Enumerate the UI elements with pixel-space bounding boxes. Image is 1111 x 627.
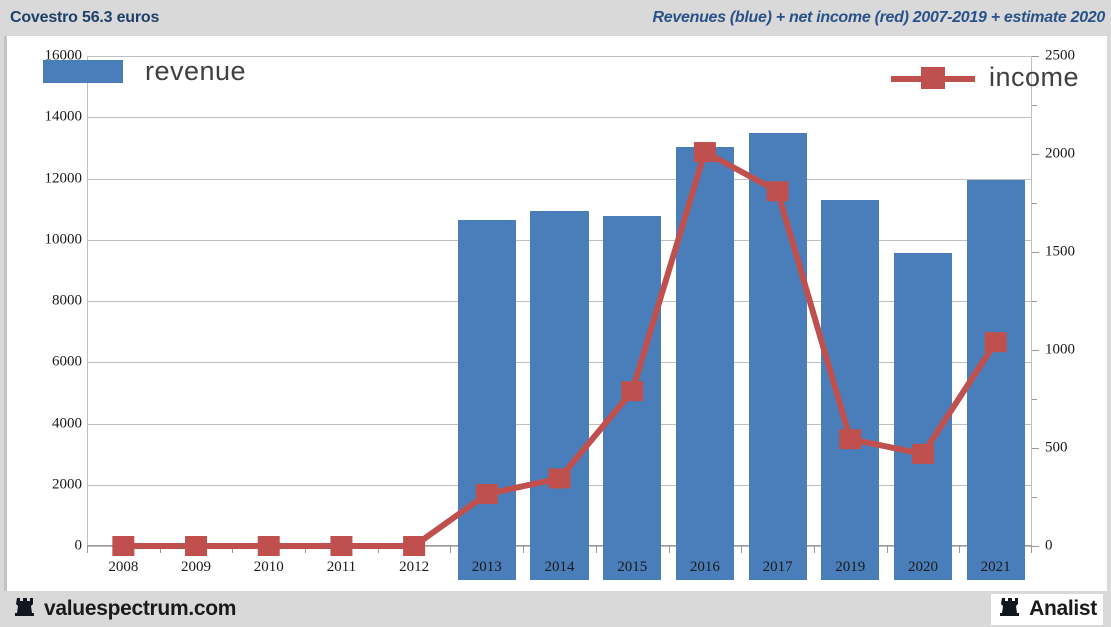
income-marker-2020	[911, 443, 934, 464]
income-marker-2014	[548, 468, 571, 489]
x-axis-tick	[1031, 546, 1032, 553]
bar-2017	[748, 132, 807, 580]
chess-rook-icon-analyst	[999, 595, 1021, 624]
x-axis-label-2009: 2009	[181, 559, 212, 575]
income-marker-2011	[330, 536, 353, 556]
chart-canvas: 0 2000 4000 6000 8000 10000 12000 14000 16000 0 50…	[4, 36, 1107, 591]
x-axis-label-2010: 2010	[253, 559, 284, 575]
y-axis-right-tick-label: 2500	[1045, 47, 1075, 64]
y-axis-right-tick-label: 1000	[1045, 341, 1075, 358]
gridline	[87, 178, 1032, 180]
y-axis-right-minor-tick	[1032, 105, 1037, 106]
y-axis-right-tick	[1032, 154, 1039, 155]
x-axis-label-2008: 2008	[108, 559, 139, 575]
x-axis-tick	[813, 546, 815, 553]
x-axis-tick	[959, 546, 961, 553]
x-axis-tick	[886, 546, 888, 553]
plot-inner: 0 2000 4000 6000 8000 10000 12000 14000 16000 0 50…	[45, 48, 1075, 581]
y-axis-right-tick-label: 2000	[1045, 145, 1075, 162]
bar-2014	[530, 210, 589, 580]
brand-label: valuespectrum.com	[44, 597, 237, 620]
income-marker-2012	[403, 536, 426, 556]
x-axis-tick	[232, 546, 234, 553]
x-axis-tick	[87, 546, 88, 553]
analyst-block[interactable]: Analist	[991, 593, 1103, 625]
page-title: Covestro 56.3 euros	[10, 9, 160, 26]
y-axis-right-tick	[1032, 546, 1039, 547]
x-axis-tick	[595, 546, 597, 553]
x-axis-label-2019: 2019	[835, 559, 866, 575]
income-marker-2013	[475, 484, 498, 505]
y-axis-right-tick-label: 1500	[1045, 243, 1075, 260]
x-axis-label-2013: 2013	[471, 559, 502, 575]
x-axis-tick	[668, 546, 670, 553]
x-axis-label-2020: 2020	[907, 559, 938, 575]
income-marker-2016	[693, 142, 716, 163]
x-axis-tick	[159, 546, 161, 553]
income-marker-2010	[257, 536, 280, 556]
income-marker-2021	[984, 332, 1007, 353]
y-axis-left-tick-label: 2000	[52, 476, 82, 493]
income-line-series	[112, 142, 1007, 556]
bar-2019	[821, 199, 880, 580]
x-axis-label-2012: 2012	[399, 559, 430, 575]
y-axis-right-tick	[1032, 448, 1039, 449]
x-axis-tick	[305, 546, 307, 553]
income-marker-2019	[839, 429, 862, 450]
y-axis-left-tick-label: 4000	[52, 415, 82, 431]
bar-2013	[457, 220, 516, 580]
y-axis-right-tick	[1032, 56, 1039, 57]
x-axis-tick	[450, 546, 452, 553]
y-axis-left-tick-label: 16000	[44, 47, 83, 64]
y-axis-left-tick-label: 8000	[52, 292, 82, 309]
gridline	[87, 117, 1032, 119]
income-marker-2009	[185, 536, 208, 556]
legend-revenue: revenue	[43, 56, 246, 87]
x-axis-label-2017: 2017	[762, 559, 793, 575]
x-axis-tick	[741, 546, 743, 553]
x-axis-label-2021: 2021	[980, 559, 1011, 575]
income-marker-2017	[766, 181, 789, 202]
analyst-label: Analist	[1029, 597, 1097, 620]
legend-revenue-swatch	[43, 60, 123, 83]
y-axis-right-minor-tick	[1032, 301, 1037, 302]
chart-subtitle: Revenues (blue) + net income (red) 2007-…	[652, 9, 1106, 26]
chess-rook-icon	[14, 595, 36, 624]
income-marker-2015	[621, 381, 644, 402]
axis-right	[1031, 56, 1032, 546]
axis-left	[87, 56, 88, 546]
x-axis-tick	[377, 546, 379, 553]
y-axis-right-minor-tick	[1032, 497, 1037, 498]
y-axis-left-tick-label: 12000	[44, 170, 83, 186]
y-axis-left-tick-label: 6000	[52, 353, 82, 370]
y-axis-right-tick-label: 0	[1045, 537, 1053, 554]
footer-bar: valuespectrum.com Analist	[0, 591, 1111, 627]
x-axis-label-2015: 2015	[617, 559, 648, 575]
y-axis-right-tick-label: 500	[1045, 439, 1068, 456]
bar-2021	[966, 180, 1025, 580]
x-axis-label-2011: 2011	[326, 559, 357, 575]
y-axis-left-tick-label: 0	[74, 537, 83, 554]
brand-block[interactable]: valuespectrum.com	[14, 595, 236, 624]
legend-income-label: income	[988, 62, 1079, 92]
x-axis-tick	[523, 546, 525, 553]
y-axis-right-minor-tick	[1032, 399, 1037, 400]
y-axis-right-minor-tick	[1032, 203, 1037, 204]
bar-2020	[893, 252, 953, 580]
x-axis-label-2016: 2016	[689, 559, 720, 575]
legend-revenue-label: revenue	[145, 56, 247, 86]
y-axis-right-tick	[1032, 350, 1039, 351]
legend-income-marker	[890, 65, 975, 91]
income-marker-2008	[112, 536, 135, 556]
y-axis-left-tick-label: 10000	[44, 231, 83, 248]
legend-income: income	[890, 62, 1079, 93]
header-bar: Covestro 56.3 euros Revenues (blue) + ne…	[0, 0, 1111, 36]
x-axis-label-2014: 2014	[544, 559, 575, 575]
y-axis-left-tick-label: 14000	[44, 108, 83, 125]
plot-area: 0 2000 4000 6000 8000 10000 12000 14000 16000 0 50…	[45, 48, 1075, 581]
gridline	[87, 56, 1032, 57]
y-axis-right-tick	[1032, 252, 1039, 253]
